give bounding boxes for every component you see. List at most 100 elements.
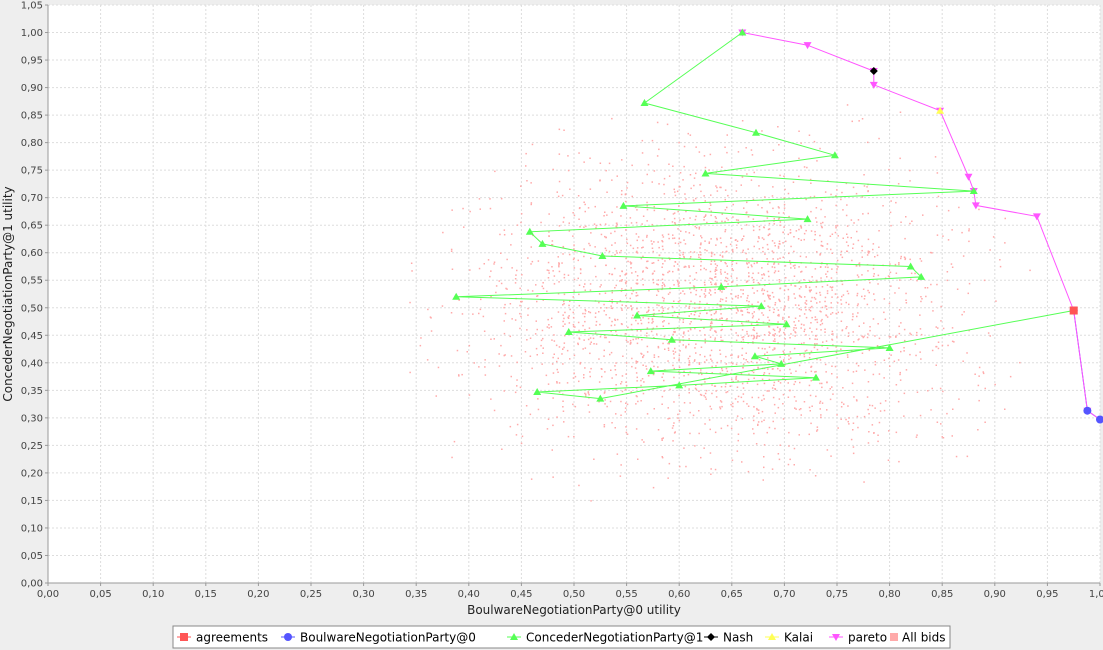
all-bids-point	[888, 302, 891, 305]
all-bids-point	[693, 177, 696, 179]
all-bids-point	[577, 321, 580, 324]
all-bids-point	[734, 295, 737, 298]
all-bids-point	[721, 256, 724, 258]
all-bids-point	[778, 331, 780, 333]
all-bids-point	[520, 300, 522, 303]
all-bids-point	[530, 263, 532, 265]
all-bids-point	[871, 404, 874, 407]
concedernegotiationparty-1-point	[803, 215, 812, 223]
all-bids-point	[621, 375, 624, 377]
all-bids-point	[951, 229, 953, 231]
all-bids-point	[657, 345, 660, 348]
all-bids-point	[598, 301, 600, 304]
all-bids-point	[836, 268, 838, 270]
all-bids-point	[473, 362, 475, 364]
all-bids-point	[883, 311, 885, 314]
all-bids-point	[564, 311, 566, 314]
all-bids-point	[679, 186, 681, 188]
all-bids-point	[721, 298, 724, 301]
all-bids-point	[772, 334, 774, 336]
all-bids-point	[732, 402, 734, 405]
all-bids-point	[771, 368, 774, 370]
all-bids-point	[899, 111, 902, 113]
all-bids-point	[805, 299, 808, 302]
all-bids-point	[745, 147, 747, 149]
all-bids-point	[850, 219, 853, 221]
all-bids-point	[662, 300, 665, 302]
all-bids-point	[630, 262, 633, 264]
all-bids-point	[632, 314, 634, 317]
all-bids-point	[782, 316, 784, 319]
all-bids-point	[800, 327, 802, 329]
all-bids-point	[931, 252, 933, 254]
all-bids-point	[799, 225, 802, 227]
all-bids-point	[711, 372, 713, 374]
all-bids-point	[763, 466, 765, 469]
all-bids-point	[556, 360, 558, 363]
all-bids-point	[641, 389, 644, 391]
all-bids-point	[898, 287, 900, 289]
all-bids-point	[845, 327, 847, 330]
all-bids-point	[469, 269, 471, 271]
all-bids-point	[663, 320, 665, 322]
all-bids-point	[822, 221, 824, 224]
all-bids-point	[740, 373, 743, 375]
all-bids-point	[768, 319, 771, 322]
all-bids-point	[750, 334, 753, 337]
x-tick-label: 0,35	[405, 589, 427, 600]
all-bids-point	[767, 228, 770, 231]
all-bids-point	[695, 293, 697, 296]
all-bids-point	[872, 373, 875, 376]
all-bids-point	[750, 149, 753, 151]
all-bids-point	[790, 284, 792, 286]
all-bids-point	[768, 372, 771, 375]
all-bids-point	[753, 171, 755, 174]
all-bids-point	[593, 458, 595, 460]
all-bids-point	[830, 277, 833, 279]
all-bids-point	[776, 326, 779, 329]
all-bids-point	[837, 311, 839, 314]
all-bids-point	[674, 347, 676, 350]
all-bids-point	[737, 310, 739, 312]
all-bids-point	[920, 296, 922, 298]
all-bids-point	[547, 261, 550, 264]
all-bids-point	[716, 186, 718, 189]
all-bids-point	[869, 326, 871, 328]
all-bids-point	[730, 372, 732, 375]
all-bids-point	[872, 243, 875, 245]
all-bids-point	[537, 398, 539, 400]
concedernegotiationparty-1-point	[917, 272, 926, 280]
all-bids-point	[500, 197, 503, 200]
all-bids-point	[940, 320, 942, 322]
all-bids-point	[604, 371, 606, 373]
all-bids-point	[542, 337, 544, 340]
all-bids-point	[604, 403, 606, 405]
all-bids-point	[725, 383, 727, 385]
all-bids-point	[724, 198, 726, 201]
legend-marker-nash	[707, 633, 715, 641]
all-bids-point	[777, 247, 780, 249]
y-tick-label: 0,35	[21, 386, 43, 397]
all-bids-point	[982, 372, 985, 375]
all-bids-point	[652, 281, 655, 284]
all-bids-point	[763, 372, 766, 374]
all-bids-point	[672, 213, 675, 215]
all-bids-point	[679, 341, 681, 343]
all-bids-point	[498, 280, 500, 282]
x-tick-label: 0,75	[826, 589, 848, 600]
all-bids-point	[636, 250, 638, 253]
all-bids-point	[409, 371, 411, 374]
all-bids-point	[861, 352, 864, 354]
all-bids-point	[690, 321, 692, 323]
all-bids-point	[647, 375, 650, 377]
all-bids-point	[653, 354, 656, 356]
all-bids-point	[767, 368, 769, 370]
all-bids-point	[616, 252, 618, 254]
all-bids-point	[720, 339, 722, 342]
all-bids-point	[704, 215, 707, 217]
all-bids-point	[653, 337, 655, 339]
all-bids-point	[563, 216, 565, 219]
all-bids-point	[763, 274, 766, 276]
all-bids-point	[763, 238, 765, 241]
all-bids-point	[590, 232, 592, 234]
